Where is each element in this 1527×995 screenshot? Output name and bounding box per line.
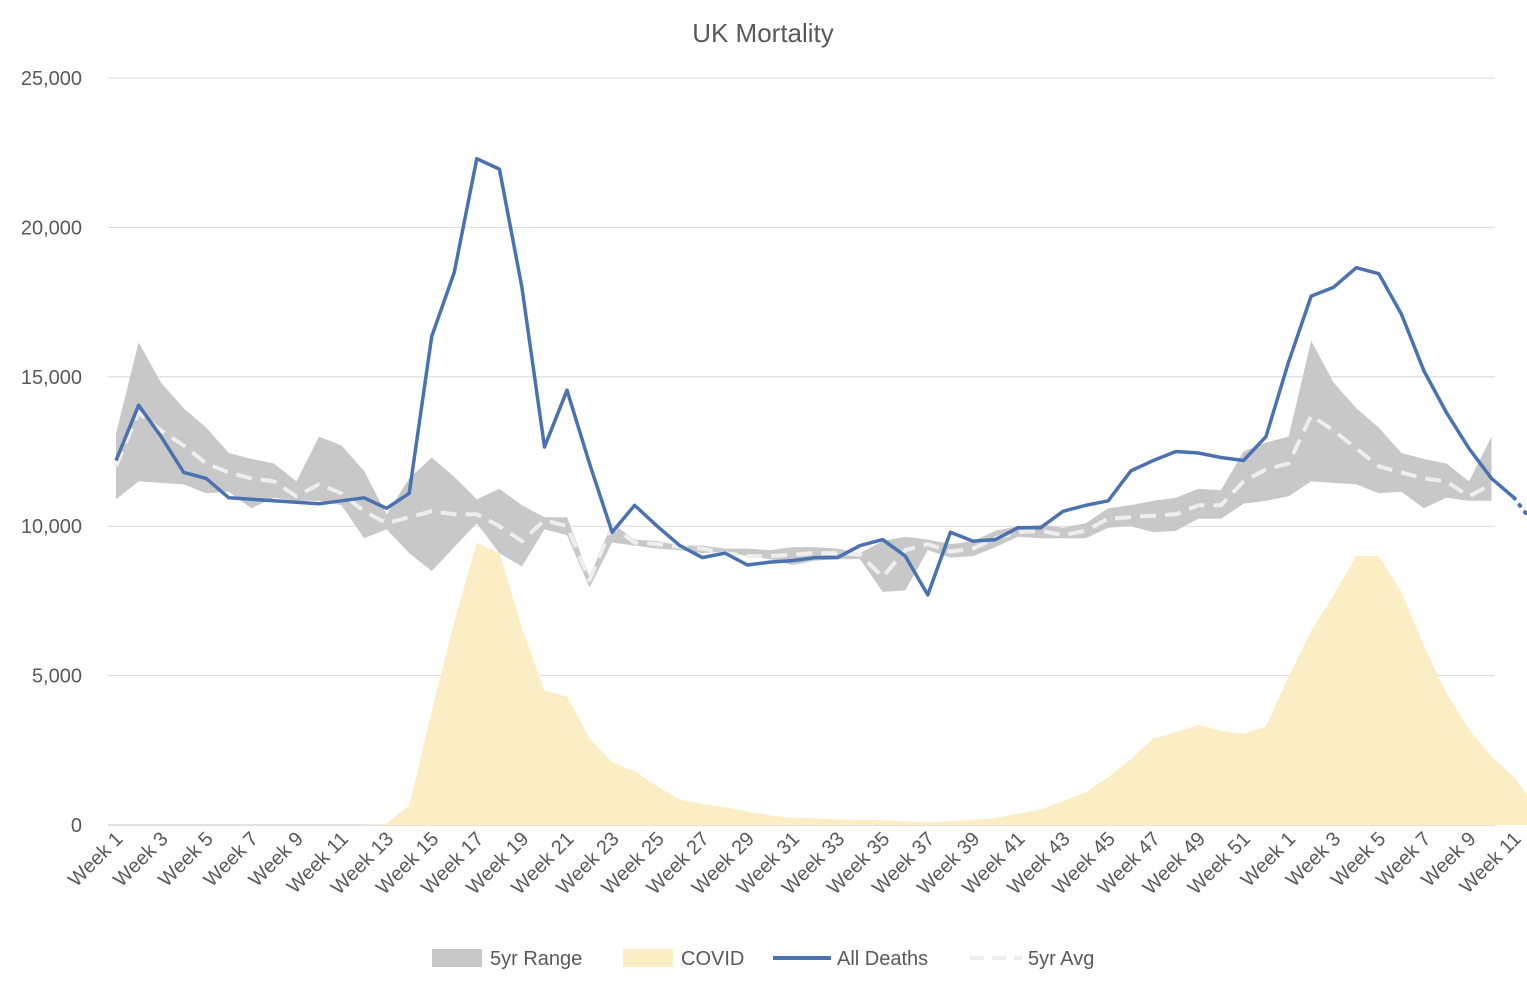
deaths-line (114, 156, 1516, 597)
legend-covid-swatch (623, 949, 673, 967)
avg-line (114, 410, 1493, 582)
deaths-projection-line (1512, 495, 1527, 519)
legend-range-swatch (432, 949, 482, 967)
y-tick-label: 10,000 (21, 516, 82, 538)
y-tick-label: 5,000 (32, 666, 82, 688)
deaths-line-layer (114, 156, 1527, 597)
avg-line-layer (114, 410, 1493, 582)
legend-label: All Deaths (837, 948, 928, 970)
chart-title: UK Mortality (692, 18, 834, 48)
legend-label: 5yr Range (490, 948, 582, 970)
range-band (116, 340, 1492, 592)
covid-area-layer (116, 542, 1527, 825)
y-tick-label: 20,000 (21, 217, 82, 239)
legend-label: 5yr Avg (1028, 948, 1094, 970)
legend: 5yr Range COVID All Deaths 5yr Avg (432, 948, 1094, 970)
range-band-layer (116, 340, 1492, 592)
y-tick-label: 0 (71, 815, 82, 837)
y-tick-label: 25,000 (21, 68, 82, 90)
legend-label: COVID (681, 948, 744, 970)
covid-area (116, 542, 1527, 825)
y-axis-ticks: 0 5,000 10,000 15,000 20,000 25,000 (21, 68, 82, 837)
y-tick-label: 15,000 (21, 367, 82, 389)
